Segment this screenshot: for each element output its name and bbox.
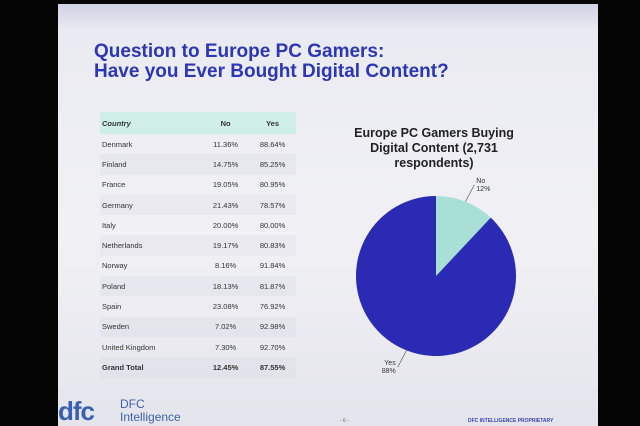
country-table: Country No Yes Denmark 11.36% 88.64% Finlan… — [100, 112, 296, 378]
cell-country: Italy — [102, 220, 116, 230]
cell-yes: 87.55% — [249, 357, 296, 378]
pie-leader-line-yes — [397, 350, 407, 368]
cell-no: 21.43% — [202, 194, 250, 216]
cell-yes: 80.95% — [259, 180, 286, 190]
cell-no: 7.02% — [202, 316, 250, 337]
column-header-country: Country — [100, 112, 203, 134]
cell-country: Finland — [100, 154, 203, 175]
pie-value-label-yes: 88% — [382, 368, 396, 374]
table-row: Poland 18.13% 81.87% — [100, 276, 296, 297]
cell-country: Denmark — [102, 139, 133, 149]
table-row: United Kingdom 7.30% 92.70% — [100, 337, 296, 357]
cell-no: 19.17% — [202, 235, 250, 256]
cell-country: Norway — [102, 261, 128, 271]
cell-country: Spain — [102, 302, 122, 312]
cell-country: Netherlands — [100, 235, 203, 256]
cell-yes: 81.87% — [249, 276, 296, 297]
cell-no: 23.08% — [212, 302, 239, 312]
table-row: Germany 21.43% 78.57% — [100, 194, 296, 216]
pie-title-line-1: Europe PC Gamers Buying — [354, 126, 514, 140]
logo-line-2: Intelligence — [120, 410, 181, 424]
cell-country: Germany — [100, 194, 203, 216]
pie-chart-title: Europe PC Gamers Buying Digital Content … — [334, 126, 534, 171]
table-row: France 19.05% 80.95% — [100, 175, 296, 195]
cell-yes: 78.57% — [249, 194, 296, 216]
cell-yes: 88.64% — [259, 139, 286, 149]
cell-no: 11.36% — [213, 139, 239, 149]
slide-title: Question to Europe PC Gamers: Have you E… — [94, 42, 474, 82]
slide-title-line-1: Question to Europe PC Gamers: — [94, 41, 385, 62]
cell-yes: 92.70% — [259, 342, 286, 352]
cell-yes: 80.00% — [259, 220, 286, 230]
table-row: Sweden 7.02% 92.98% — [100, 316, 296, 337]
footer-proprietary: DFC INTELLIGENCE PROPRIETARY — [468, 418, 554, 424]
table-body: Denmark 11.36% 88.64% Finland 14.75% 85.25% Fr… — [100, 134, 296, 378]
cell-no: 12.45% — [202, 357, 250, 378]
cell-country: Poland — [100, 276, 203, 297]
pie-leader-line-no — [465, 184, 475, 202]
pie-slice-no — [436, 196, 491, 276]
cell-yes: 85.25% — [249, 154, 296, 175]
cell-yes: 76.92% — [259, 302, 286, 312]
column-header-yes: Yes — [249, 112, 296, 134]
cell-country: Grand Total — [100, 357, 203, 378]
cell-yes: 92.98% — [249, 316, 296, 337]
cell-no: 8.16% — [214, 261, 237, 271]
pie-title-line-2: Digital Content (2,731 — [370, 141, 498, 155]
logo-text: DFC Intelligence — [120, 398, 181, 424]
cell-yes: 91.84% — [259, 261, 286, 271]
cell-no: 7.30% — [214, 342, 237, 352]
cell-no: 14.75% — [202, 154, 250, 175]
table-row: Italy 20.00% 80.00% — [100, 215, 296, 235]
cell-country: France — [102, 180, 126, 190]
table-row: Netherlands 19.17% 80.83% — [100, 235, 296, 256]
cell-country: Sweden — [100, 316, 203, 337]
pie-value-label-no: 12% — [476, 186, 490, 193]
table-row: Denmark 11.36% 88.64% — [100, 134, 296, 154]
pie-label-yes: Yes — [384, 360, 396, 367]
cell-no: 20.00% — [212, 220, 239, 230]
cell-no: 19.05% — [212, 180, 239, 190]
pie-slice-yes — [356, 196, 516, 356]
slide: Question to Europe PC Gamers: Have you E… — [58, 4, 598, 426]
logo-mark: dfc — [58, 396, 95, 426]
table-total-row: Grand Total 12.45% 87.55% — [100, 357, 296, 378]
table-row: Spain 23.08% 76.92% — [100, 296, 296, 316]
cell-no: 18.13% — [202, 276, 250, 297]
page-number: - 6 - — [340, 418, 349, 424]
dfc-logo: dfc DFC Intelligence — [58, 396, 218, 426]
table-row: Finland 14.75% 85.25% — [100, 154, 296, 175]
table-header-row: Country No Yes — [100, 112, 296, 134]
column-header-no: No — [202, 112, 250, 134]
slide-title-line-2: Have you Ever Bought Digital Content? — [94, 61, 449, 82]
table-row: Norway 8.16% 91.84% — [100, 256, 296, 276]
pie-label-no: No — [476, 178, 485, 185]
logo-line-1: DFC — [120, 397, 145, 411]
cell-yes: 80.83% — [249, 235, 296, 256]
pie-title-line-3: respondents) — [394, 156, 474, 170]
cell-country: United Kingdom — [102, 342, 156, 352]
